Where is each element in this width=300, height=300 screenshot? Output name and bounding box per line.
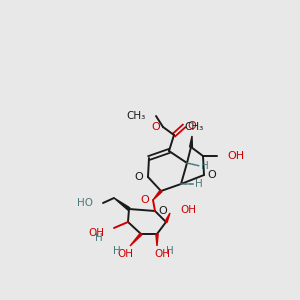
Text: H: H [95, 233, 103, 243]
Text: H: H [195, 179, 203, 189]
Polygon shape [156, 234, 158, 246]
Text: OH: OH [154, 249, 170, 259]
Text: O: O [135, 172, 143, 182]
Text: OH: OH [227, 151, 244, 161]
Text: O: O [141, 195, 149, 205]
Polygon shape [165, 213, 170, 223]
Text: CH₃: CH₃ [127, 111, 146, 121]
Text: OH: OH [180, 205, 196, 215]
Text: O: O [188, 121, 196, 131]
Text: CH₃: CH₃ [184, 122, 204, 132]
Polygon shape [114, 198, 130, 210]
Text: O: O [152, 122, 160, 132]
Text: OH: OH [88, 228, 104, 238]
Polygon shape [153, 190, 162, 200]
Text: H: H [201, 161, 209, 171]
Text: O: O [208, 170, 216, 180]
Text: HO: HO [77, 198, 93, 208]
Text: O: O [159, 206, 167, 216]
Polygon shape [190, 136, 192, 147]
Polygon shape [130, 233, 142, 246]
Text: H: H [113, 246, 121, 256]
Text: H: H [166, 246, 174, 256]
Text: OH: OH [117, 249, 133, 259]
